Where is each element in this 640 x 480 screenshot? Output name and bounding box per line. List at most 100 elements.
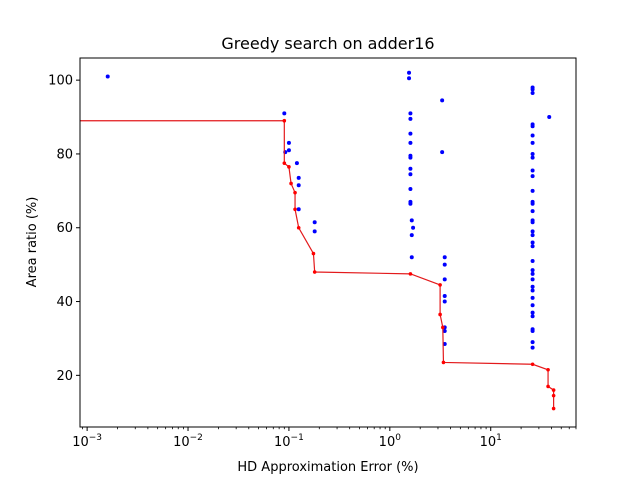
scatter-point (312, 229, 317, 234)
chart-title: Greedy search on adder16 (221, 34, 434, 53)
scatter-point (530, 271, 535, 276)
scatter-point (408, 186, 413, 191)
scatter-point (442, 277, 447, 282)
scatter-point (530, 340, 535, 345)
scatter-point (530, 209, 535, 214)
frontier-line (80, 120, 555, 409)
scatter-point (442, 299, 447, 304)
scatter-point (409, 233, 414, 238)
scatter-point (530, 303, 535, 308)
y-axis-label: Area ratio (%) (25, 197, 40, 288)
y-axis-ticks: 20 40 60 80 100 (48, 74, 80, 384)
axes-frame (79, 57, 577, 428)
plot-area (80, 70, 556, 411)
frontier-point (530, 362, 535, 367)
scatter-point (409, 218, 414, 223)
scatter-point (408, 201, 413, 206)
scatter-point (294, 161, 299, 166)
scatter-point (530, 233, 535, 238)
scatter-point (530, 310, 535, 315)
frontier-point (282, 118, 287, 123)
frontier-point (408, 272, 413, 276)
scatter-point (440, 98, 445, 103)
frontier-point (546, 384, 550, 389)
x-tick-label: 10−2 (173, 433, 203, 450)
scatter-point (312, 220, 317, 225)
y-tick-label: 40 (56, 295, 73, 310)
frontier-point (312, 270, 317, 274)
scatter-point (286, 140, 291, 145)
scatter-point (530, 220, 535, 225)
scatter-point (408, 155, 413, 160)
scatter-point (282, 111, 287, 116)
frontier-point (282, 161, 287, 165)
scatter-point (530, 168, 535, 173)
scatter-point (530, 345, 535, 350)
x-axis-ticks: 10−3 10−2 10−1 100 101 (72, 427, 577, 450)
scatter-point (530, 87, 535, 92)
scatter-point (530, 133, 535, 138)
scatter-point (530, 140, 535, 145)
scatter-point (408, 166, 413, 171)
frontier-point (551, 388, 556, 392)
frontier-point (293, 207, 297, 212)
frontier-point (441, 360, 446, 365)
frontier-point (546, 368, 550, 372)
scatter-point (407, 70, 412, 75)
frontier-point (438, 283, 442, 287)
frontier-point (296, 225, 301, 230)
scatter-point (530, 288, 535, 293)
frontier-point (551, 406, 556, 411)
scatter-point (105, 74, 110, 79)
frontier-point (438, 312, 442, 317)
scatter-point (530, 201, 535, 206)
scatter-point (408, 172, 413, 177)
x-tick-label: 101 (480, 433, 502, 450)
scatter-point (286, 148, 291, 153)
scatter-point (530, 314, 535, 319)
scatter-point (408, 131, 413, 136)
scatter-point (530, 174, 535, 179)
scatter-point (530, 188, 535, 193)
scatter-point (530, 277, 535, 282)
x-tick-label: 10−1 (274, 433, 304, 450)
x-tick-label: 100 (379, 433, 402, 450)
x-axis-label: HD Approximation Error (%) (237, 460, 418, 475)
scatter-point (530, 284, 535, 289)
scatter-point (411, 225, 416, 230)
y-tick-label: 100 (48, 74, 73, 89)
scatter-point (530, 244, 535, 249)
y-tick-label: 80 (56, 147, 73, 162)
scatter-point (442, 294, 447, 299)
scatter-point (530, 91, 535, 96)
scatter-point (530, 155, 535, 160)
scatter-point (530, 151, 535, 156)
frontier-point (551, 393, 556, 398)
scatter-point (530, 229, 535, 234)
scatter-point (296, 175, 301, 180)
frontier-point (441, 325, 445, 330)
scatter-point (408, 116, 413, 121)
scatter-point (530, 258, 535, 263)
scatter-point (530, 124, 535, 129)
scatter-point (408, 140, 413, 145)
frontier-point (311, 251, 316, 256)
scatter-point (530, 268, 535, 273)
scatter-point (442, 329, 447, 334)
frontier-point (289, 181, 293, 186)
scatter-point (442, 255, 447, 260)
scatter-point (442, 262, 447, 267)
y-tick-label: 60 (56, 221, 73, 236)
scatter-point (296, 207, 301, 212)
scatter-point (408, 111, 413, 116)
scatter-point (530, 329, 535, 334)
scatter-point (440, 150, 445, 155)
frontier-point (293, 190, 297, 195)
scatter-point (409, 255, 414, 260)
scatter-point (530, 240, 535, 245)
x-tick-label: 10−3 (72, 433, 102, 450)
scatter-point (547, 115, 552, 120)
frontier-point (287, 165, 291, 169)
scatter-point (530, 295, 535, 300)
